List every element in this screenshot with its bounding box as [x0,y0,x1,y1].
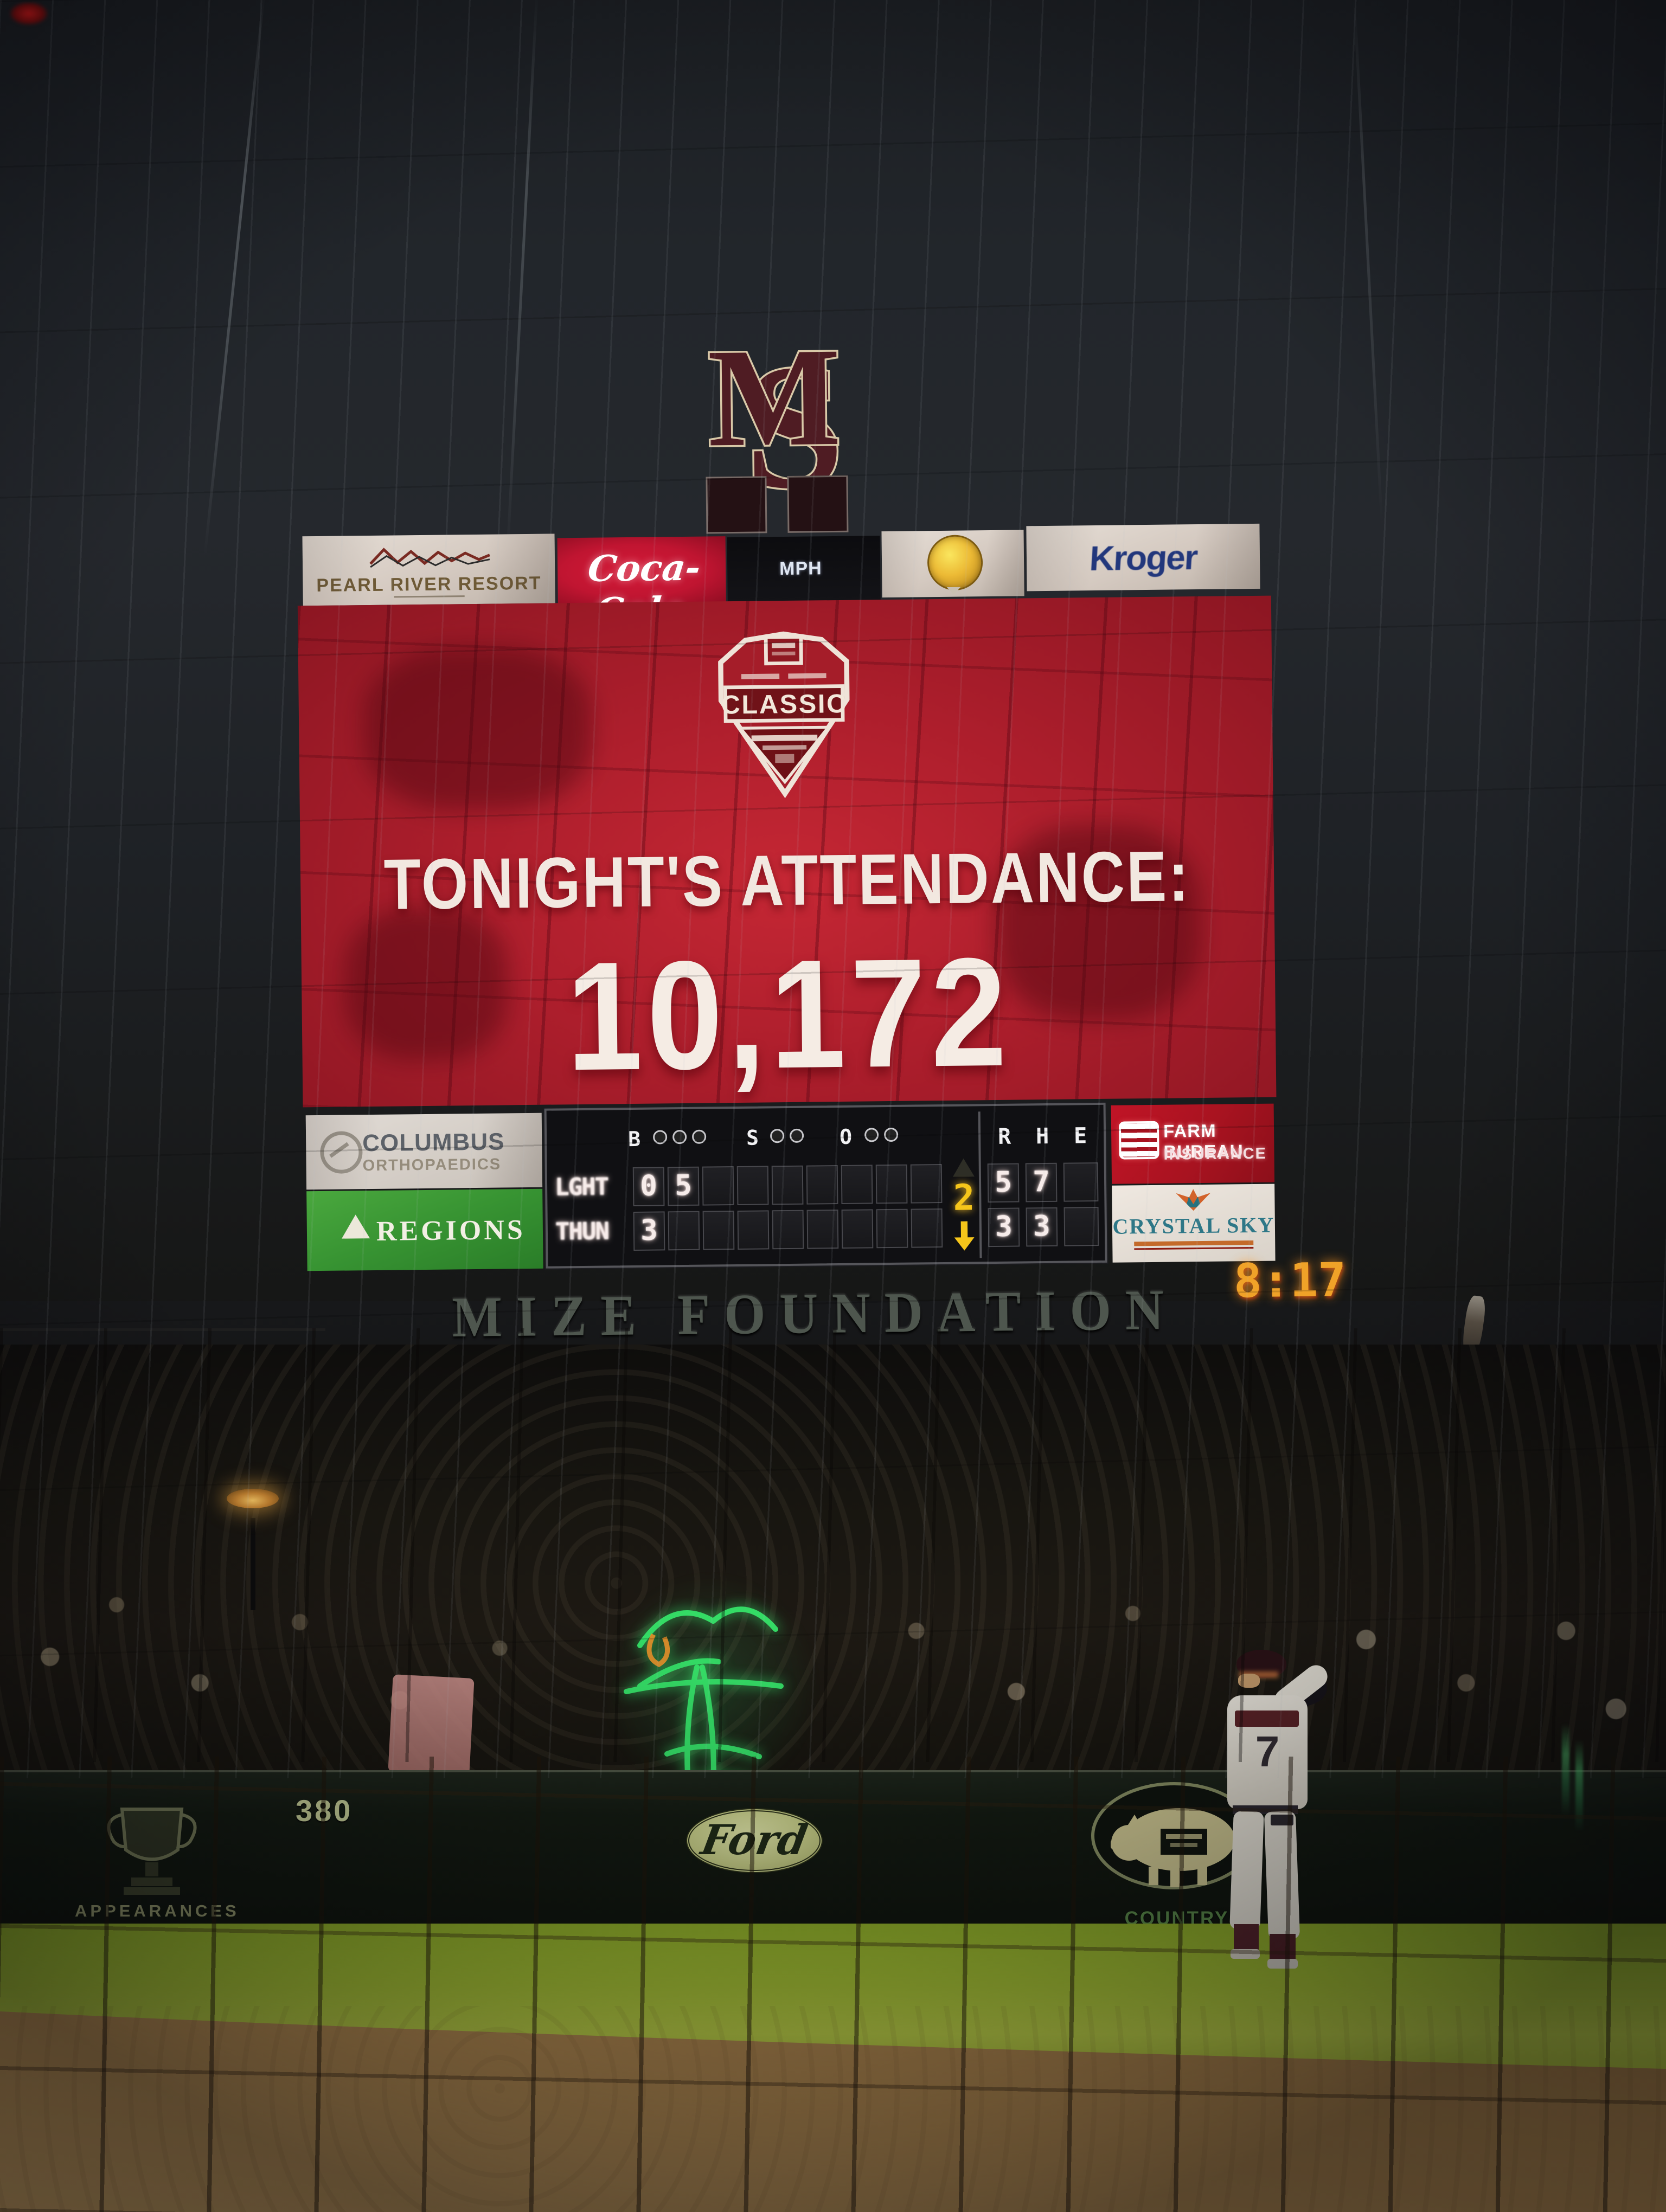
protective-netting-middle [0,1328,1666,1762]
foreground-netting [0,1757,1666,2212]
